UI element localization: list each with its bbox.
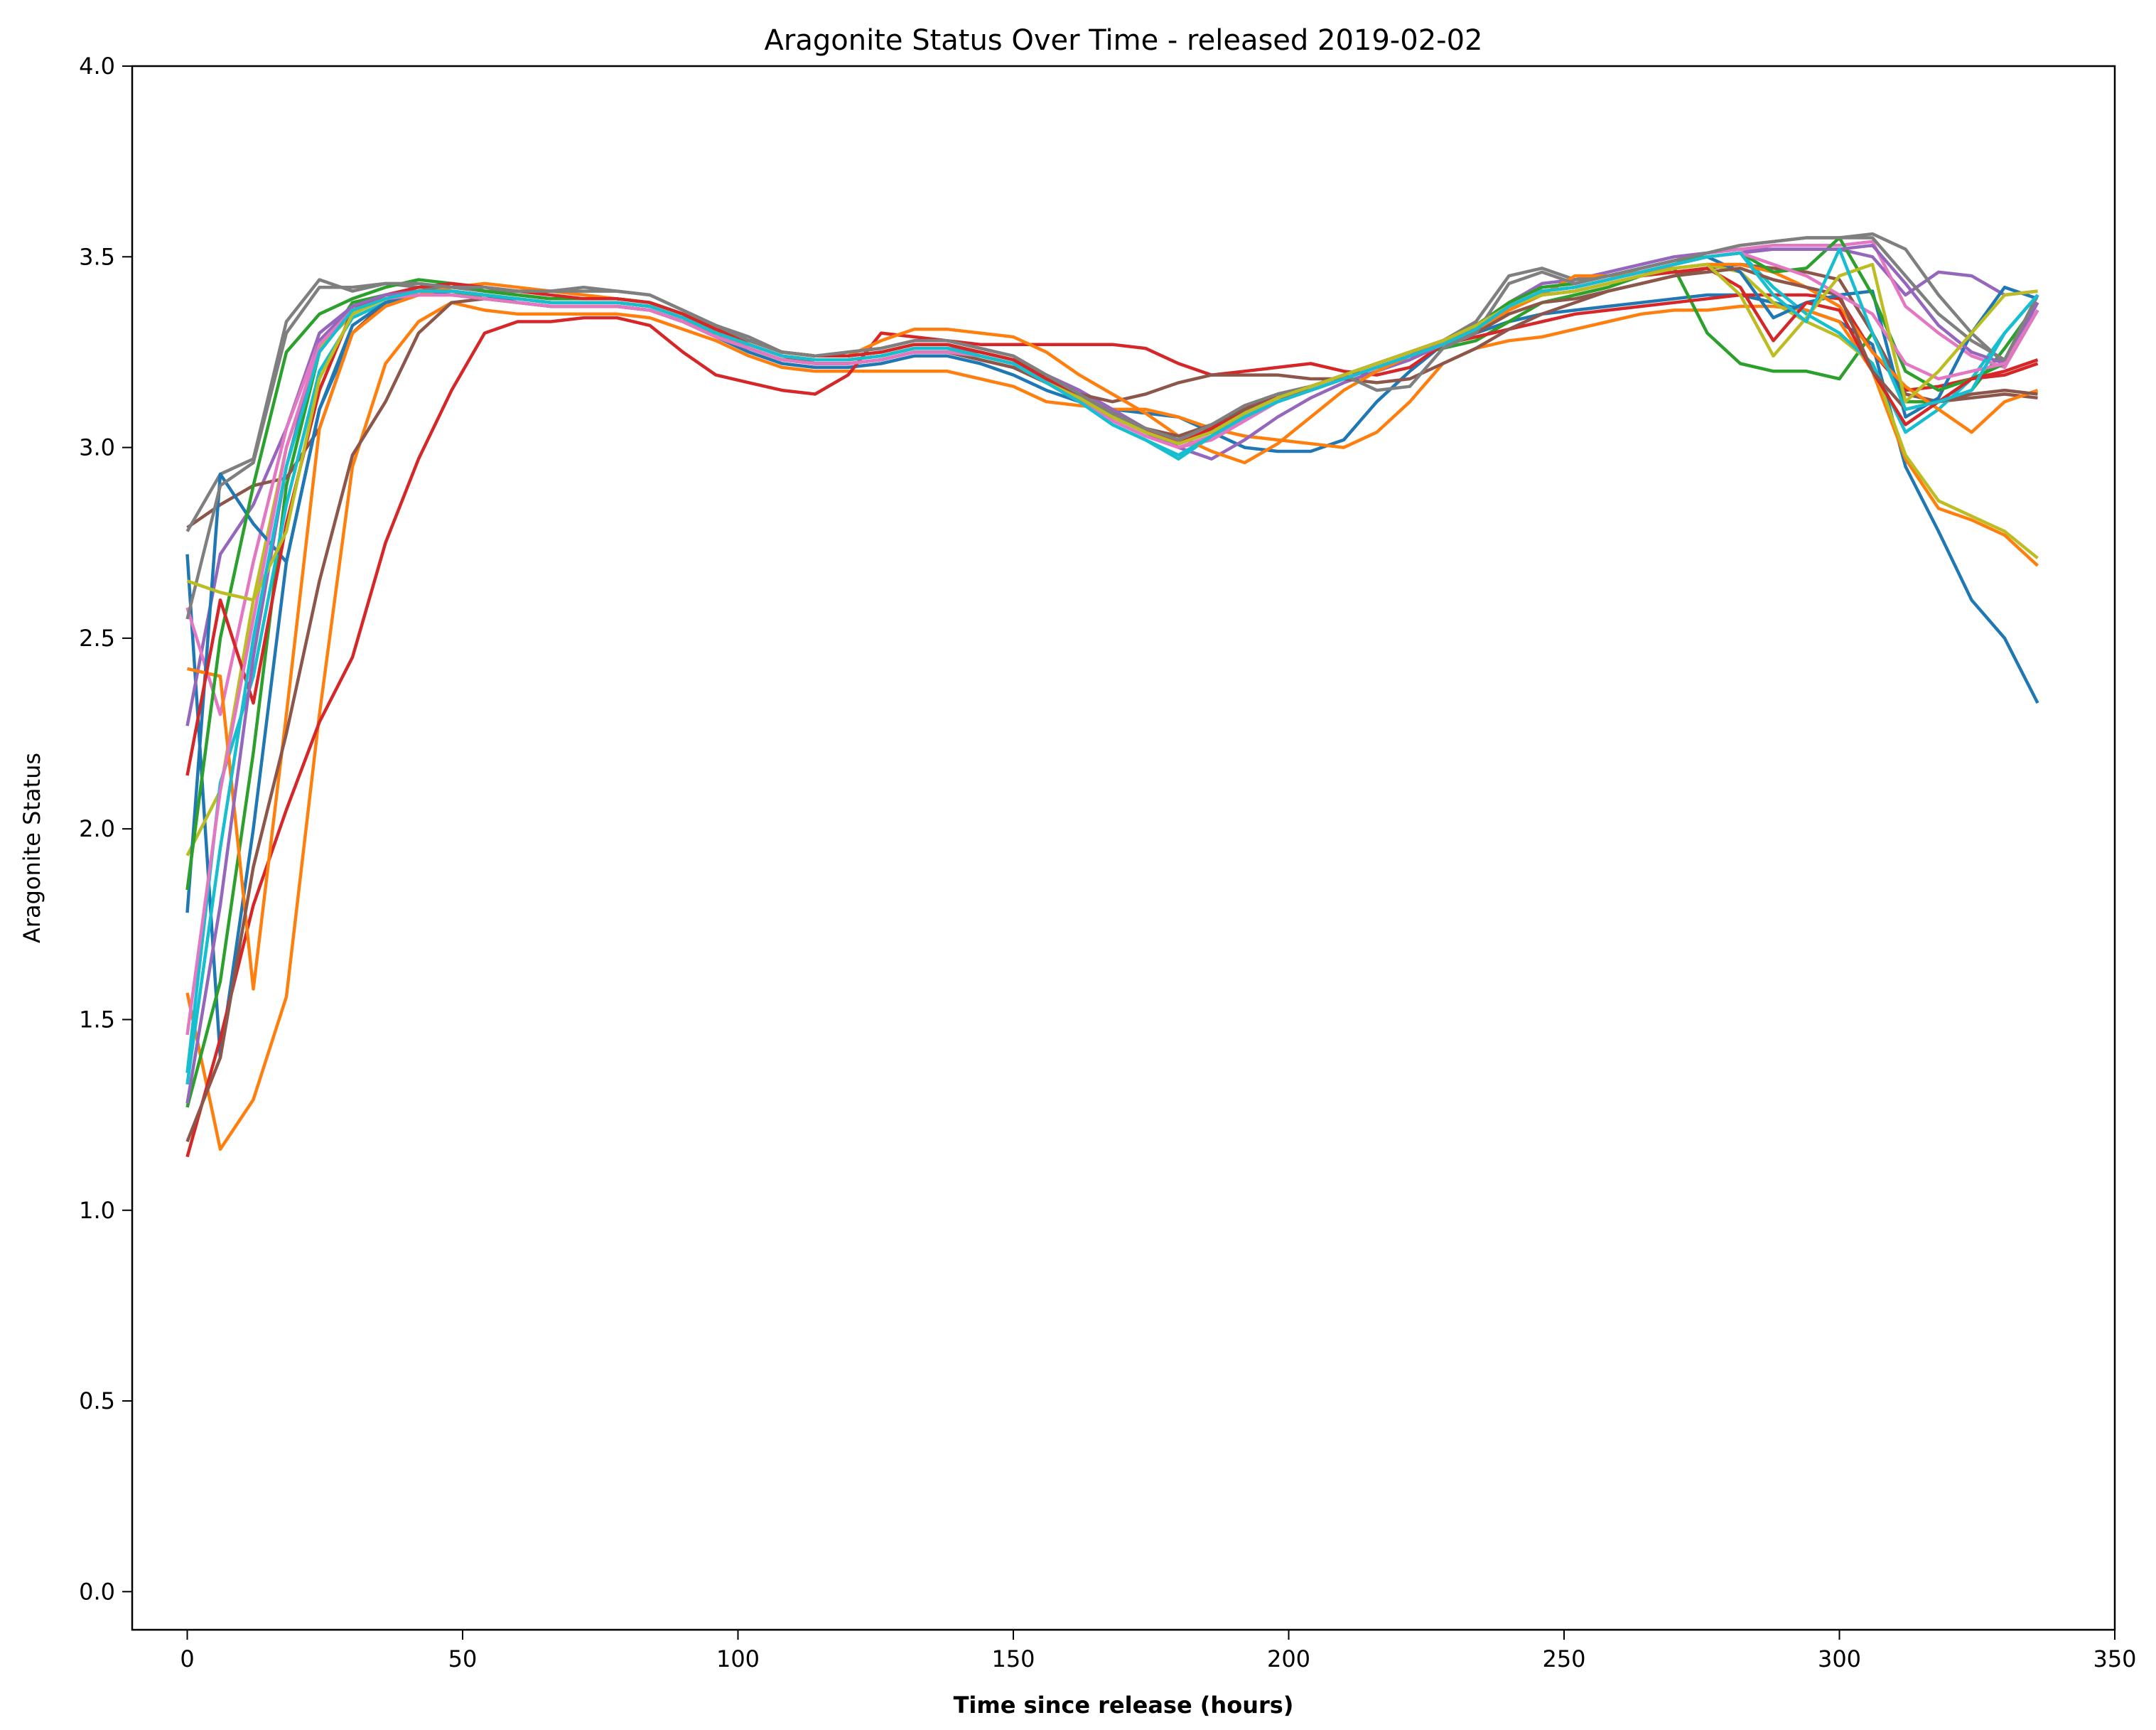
y-tick-label: 2.0	[79, 815, 115, 842]
x-tick-label: 300	[1818, 1645, 1861, 1672]
series-line-12	[186, 262, 2039, 991]
x-axis-label: Time since release (hours)	[954, 1692, 1294, 1719]
x-tick-label: 350	[2093, 1645, 2136, 1672]
x-tick-label: 200	[1267, 1645, 1310, 1672]
y-tick-label: 0.5	[79, 1387, 115, 1414]
chart-title: Aragonite Status Over Time - released 20…	[765, 24, 1483, 57]
y-tick-label: 2.5	[79, 625, 115, 652]
x-tick-label: 100	[716, 1645, 760, 1672]
plot-frame	[131, 65, 2116, 1631]
y-tick-label: 4.0	[79, 53, 115, 80]
series-line-18	[185, 236, 2039, 620]
series-line-4	[185, 293, 2039, 1158]
y-tick-label: 0.0	[79, 1578, 115, 1605]
x-tick-label: 250	[1542, 1645, 1585, 1672]
x-tick-label: 150	[991, 1645, 1035, 1672]
x-tick-label: 0	[180, 1645, 194, 1672]
y-axis-label: Aragonite Status	[18, 753, 45, 943]
y-tick-label: 3.5	[79, 243, 115, 270]
y-tick-label: 3.0	[79, 434, 115, 461]
y-tick-label: 1.5	[79, 1006, 115, 1033]
series-line-20	[185, 247, 2039, 1085]
series-layer	[185, 232, 2039, 1158]
y-tick-label: 1.0	[79, 1197, 115, 1224]
ticks-layer: 0 50 100 150 200 250 300 350 0.0 0.5 1.0 1.5 2.0 2.5 3…	[79, 53, 2136, 1672]
x-tick-label: 50	[448, 1645, 478, 1672]
